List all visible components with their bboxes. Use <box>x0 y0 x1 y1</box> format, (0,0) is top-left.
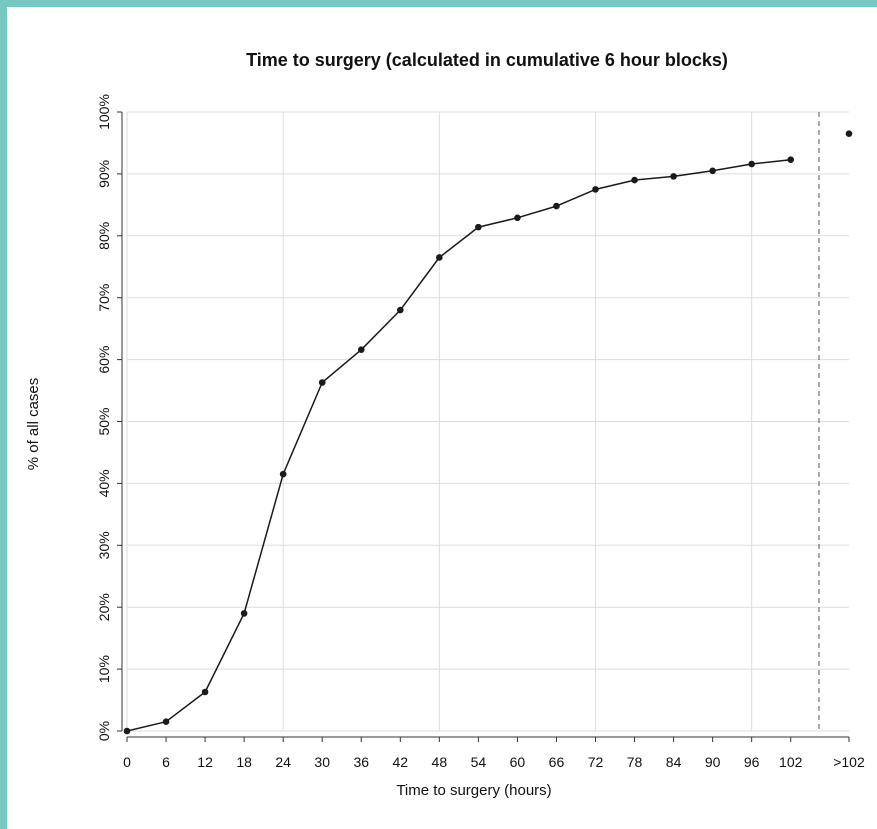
data-point <box>279 470 287 478</box>
y-tick-label: 0% <box>96 721 112 741</box>
y-tick-label: 10% <box>96 655 112 683</box>
data-point <box>670 173 677 180</box>
frame-border-top <box>0 0 877 7</box>
x-tick-label: 78 <box>627 754 643 770</box>
data-point <box>709 167 716 175</box>
data-point <box>357 346 365 353</box>
data-point <box>631 176 638 184</box>
x-tick-label: 90 <box>705 754 721 770</box>
x-tick-label: 0 <box>123 754 131 770</box>
data-point <box>162 718 170 726</box>
frame-border-left <box>0 0 7 829</box>
x-tick-label: 66 <box>549 754 565 770</box>
grid-lines <box>126 111 849 732</box>
x-tick-label: 24 <box>275 754 291 770</box>
y-axis-label: % of all cases <box>25 378 42 471</box>
x-tick-label: 102 <box>779 754 803 770</box>
y-tick-label: 20% <box>96 593 112 621</box>
x-tick-label: 96 <box>744 754 760 770</box>
x-tick-label: 6 <box>162 754 170 770</box>
axes <box>117 111 850 742</box>
series-layer <box>123 130 853 735</box>
data-point <box>787 156 795 163</box>
series-line <box>126 158 791 732</box>
data-point <box>318 379 326 386</box>
x-tick-label: >102 <box>833 754 865 770</box>
y-tick-label: 80% <box>96 222 112 250</box>
data-point <box>396 306 404 314</box>
chart-title: Time to surgery (calculated in cumulativ… <box>246 50 728 70</box>
data-point <box>240 610 248 617</box>
x-tick-label: 48 <box>432 754 448 770</box>
x-tick-label: 18 <box>236 754 252 770</box>
data-point <box>748 160 755 168</box>
x-tick-label: 12 <box>197 754 213 770</box>
y-tick-label: 30% <box>96 531 112 559</box>
x-tick-label: 54 <box>471 754 487 770</box>
data-point <box>201 688 209 696</box>
data-point-overflow <box>845 130 853 137</box>
x-tick-label: 30 <box>314 754 330 770</box>
y-tick-label: 50% <box>96 407 112 435</box>
y-tick-label: 70% <box>96 284 112 312</box>
x-tick-label: 84 <box>666 754 682 770</box>
y-tick-label: 90% <box>96 160 112 188</box>
x-tick-label: 72 <box>588 754 604 770</box>
data-point <box>553 202 560 210</box>
data-point <box>475 223 482 231</box>
y-tick-label: 60% <box>96 346 112 374</box>
x-axis-label: Time to surgery (hours) <box>396 782 551 799</box>
data-point <box>514 214 521 222</box>
data-point <box>592 186 599 193</box>
tick-labels: 0% 10% 20% 30% 40% 50% 60% 70% 80% 90% 100% 0 6 12 18 2… <box>96 94 865 770</box>
data-point <box>436 254 443 261</box>
x-tick-label: 60 <box>510 754 526 770</box>
x-tick-label: 36 <box>353 754 369 770</box>
x-tick-label: 42 <box>393 754 409 770</box>
data-point <box>123 727 131 735</box>
y-tick-label: 100% <box>96 94 112 130</box>
y-tick-label: 40% <box>96 469 112 497</box>
